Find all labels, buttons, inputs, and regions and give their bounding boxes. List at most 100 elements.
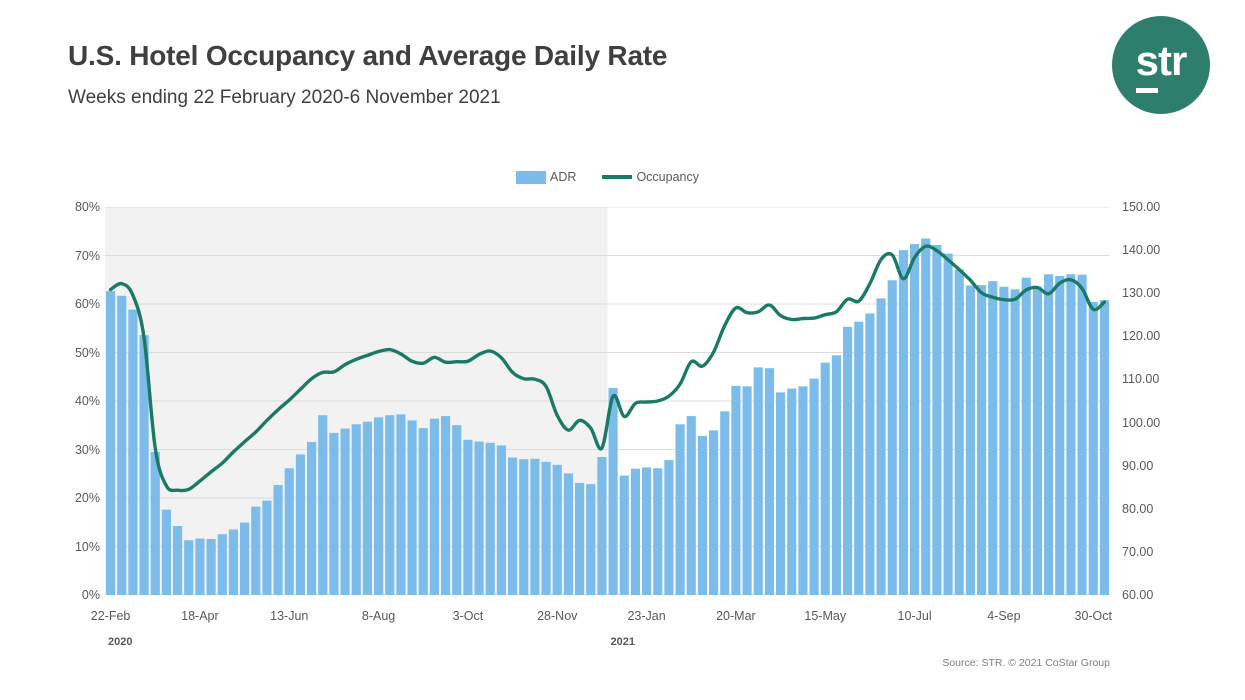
adr-bar [932,244,942,595]
left-y-tick: 80% [74,200,100,214]
adr-bar [854,321,864,595]
adr-bar [485,442,495,595]
right-y-axis-adr: 60.00 70.00 80.00 90.00 100.00 110.00 120.00 13… [1122,200,1182,602]
adr-bar [731,385,741,595]
x-axis-tick: 15-May [804,609,847,623]
adr-bar [776,392,786,595]
adr-bar [541,461,551,595]
right-y-tick: 90.00 [1122,458,1154,473]
legend-item-adr: ADR [516,170,576,184]
adr-bar [128,309,138,595]
left-y-axis-occupancy: 0% 10% 20% 30% 40% 50% 60% 70% 80% [56,200,100,602]
adr-bar [273,485,283,595]
right-y-tick: 140.00 [1122,243,1161,258]
x-axis-weeks: 22-Feb 18-Apr 13-Jun 8-Aug 3-Oct 28-Nov 23-Jan… [91,609,1113,625]
adr-bar [228,529,238,595]
adr-bar [575,482,585,595]
adr-bar [697,435,707,595]
adr-bar [1088,301,1098,595]
adr-bar [351,424,361,595]
occupancy-swatch-icon [602,175,633,179]
adr-bar [150,451,160,595]
adr-bar [831,355,841,595]
right-y-tick: 120.00 [1122,329,1161,344]
adr-bar [675,424,685,595]
adr-bar [418,428,428,595]
adr-bar [262,500,272,595]
adr-bar [385,415,395,595]
adr-bar [161,509,171,595]
plot-area [105,206,1110,596]
occupancy-line [108,244,1107,493]
left-y-tick: 40% [74,394,100,408]
adr-bar [642,467,652,595]
adr-bar [988,281,998,595]
adr-bar [106,291,116,595]
x-axis-tick: 18-Apr [181,609,219,623]
adr-bar [954,269,964,595]
adr-bar [999,286,1009,595]
chart-legend: ADR Occupancy [105,168,1110,186]
legend-label-occupancy: Occupancy [636,170,699,184]
x-axis-tick: 8-Aug [361,609,396,623]
adr-bar [1044,274,1054,595]
adr-bar [452,425,462,595]
right-y-tick: 100.00 [1122,415,1161,430]
adr-bar [139,335,149,595]
x-axis-tick: 4-Sep [987,609,1021,623]
adr-bar [798,386,808,595]
right-y-tick: 70.00 [1122,544,1154,559]
adr-bar [787,388,797,595]
adr-bar [318,415,328,595]
left-y-tick: 10% [74,539,100,554]
adr-bar [898,250,908,595]
adr-bar [206,538,216,595]
adr-bar [563,473,573,595]
adr-bar [530,458,540,595]
adr-bar [173,526,183,595]
str-logo: str [1112,16,1210,114]
adr-bar [1055,275,1065,595]
adr-bar [329,432,339,595]
x-axis-tick: 30-Oct [1074,609,1113,623]
adr-bar [809,378,819,595]
adr-bar [1021,277,1031,595]
adr-bar [1099,300,1109,595]
right-y-tick: 150.00 [1122,200,1161,214]
adr-bar [429,418,439,595]
adr-bar [496,445,506,595]
adr-bar [742,386,752,595]
x-axis-tick: 3-Oct [452,609,484,623]
adr-bar [720,411,730,595]
adr-bar [910,244,920,595]
adr-bar [943,253,953,595]
adr-bar [876,298,886,595]
x-axis-tick: 10-Jul [897,609,932,623]
adr-bar [295,454,305,595]
adr-bar [474,441,484,595]
adr-bar [619,475,629,595]
combo-chart [105,206,1110,596]
adr-bar [407,420,417,595]
str-logo-text: str [1135,37,1188,84]
left-y-tick: 70% [74,248,100,263]
left-y-tick: 60% [74,297,100,311]
adr-bar [630,468,640,595]
adr-bar [653,468,663,595]
adr-bar [463,439,473,595]
adr-bar [251,506,261,595]
left-y-tick: 50% [74,345,100,360]
adr-bar [965,285,975,595]
x-axis-tick: 13-Jun [270,609,309,623]
adr-bar [217,534,227,595]
x-axis-tick: 20-Mar [716,609,756,623]
year-markers: 2020 2021 [105,636,1110,650]
adr-bar [396,414,406,595]
adr-bar [1077,274,1087,595]
adr-bar [508,457,518,595]
adr-bar [921,238,931,595]
adr-bar [184,540,194,595]
adr-bar [597,457,607,595]
adr-bar [887,280,897,595]
adr-bar [1032,286,1042,595]
